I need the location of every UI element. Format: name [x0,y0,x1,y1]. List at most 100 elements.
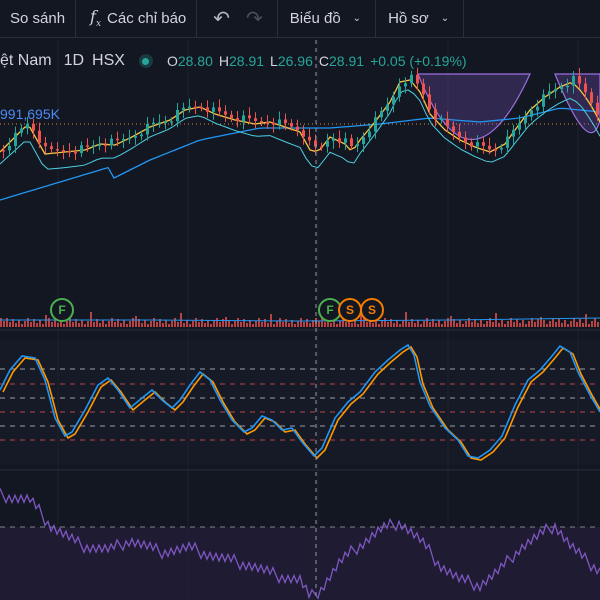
low-value: 26.96 [277,53,313,69]
volume-bar [408,322,410,327]
volume-bar [438,320,440,327]
volume-bar [378,324,380,327]
volume-bar [426,318,428,327]
volume-bar [456,323,458,327]
candle-body [452,126,455,132]
toolbar-divider [463,0,465,38]
candle-body [488,145,491,150]
candle-body [428,94,431,110]
volume-bar [366,322,368,327]
candle-body [62,150,65,152]
volume-bar [150,321,152,327]
volume-bar [144,320,146,327]
volume-bar [567,324,569,327]
candle-body [422,83,425,95]
rsi-line [0,488,600,600]
volume-bar [477,323,479,327]
volume-bar [108,321,110,327]
volume-bar [9,322,11,327]
compare-button[interactable]: So sánh [0,0,75,38]
volume-bar [543,320,545,327]
volume-bar [534,322,536,327]
volume-bar [390,319,392,327]
volume-bar [396,320,398,327]
volume-bar [162,323,164,327]
candle-body [434,109,437,120]
close-key: C [318,53,330,69]
candle-body [254,118,257,121]
volume-bar [288,323,290,327]
candle-body [32,124,35,131]
interval-label[interactable]: 1D [63,52,85,69]
candle-body [176,110,179,122]
volume-bar [261,322,263,327]
candle-body [80,145,83,154]
candle-body [440,118,443,121]
profile-menu[interactable]: Hồ sơ ⌄ [376,0,463,38]
volume-bar [495,313,497,327]
volume-bar [30,322,32,327]
volume-bar [429,322,431,327]
chevron-down-icon: ⌄ [440,13,450,24]
chart-type-menu[interactable]: Biểu đồ ⌄ [278,0,375,38]
redo-button[interactable]: ↷ [238,0,277,38]
chevron-down-icon: ⌄ [352,13,362,24]
candle-body [296,126,299,131]
volume-bar [96,319,98,327]
candle-body [278,119,281,125]
candle-body [572,76,575,86]
volume-bar [594,318,596,327]
event-marker-f[interactable]: F [50,298,74,322]
volume-bar [588,324,590,327]
volume-bar [183,323,185,327]
candle-body [98,144,101,146]
candle-body [194,106,197,109]
volume-bar [468,318,470,327]
toolbar-divider [375,0,377,38]
redo-icon: ↷ [246,8,263,30]
volume-bar [462,324,464,327]
candle-body [200,107,203,109]
event-marker-s[interactable]: S [338,298,362,322]
volume-bar [231,324,233,327]
candle-body [308,136,311,141]
event-marker-s[interactable]: S [360,298,384,322]
volume-bar [435,323,437,327]
volume-bar [450,316,452,327]
symbol-name[interactable]: ệt Nam [0,52,52,69]
volume-bar [294,324,296,327]
candle-body [74,152,77,154]
exchange-label: HSX [92,52,125,69]
volume-bar [519,323,521,327]
volume-bar [513,322,515,327]
indicators-button[interactable]: fx Các chỉ báo [76,0,196,38]
volume-bar [402,321,404,327]
candle-body [44,142,47,147]
candle-body [68,151,71,153]
volume-bar [258,318,260,327]
undo-button[interactable]: ↶ [197,0,238,38]
candle-body [266,122,269,124]
candle-body [314,140,317,147]
rsi-pane [0,488,600,600]
volume-bar [279,318,281,327]
candle-body [458,131,461,138]
volume-bar [15,323,17,327]
rsi-band [0,527,600,600]
candle-body [482,142,485,146]
chart-type-label: Biểu đồ [289,10,341,27]
volume-bar [399,324,401,327]
change-value: +0.05 (+0.19%) [370,53,467,69]
volume-bar [582,323,584,327]
volume-bar [327,319,329,327]
candle-body [338,138,341,143]
candle-body [392,96,395,105]
open-key: O [166,53,178,69]
volume-bar [114,322,116,327]
volume-bar [336,324,338,327]
volume-bar [471,322,473,327]
stochastic-pane [0,343,600,461]
volume-bar [66,321,68,327]
candle-body [2,150,5,152]
